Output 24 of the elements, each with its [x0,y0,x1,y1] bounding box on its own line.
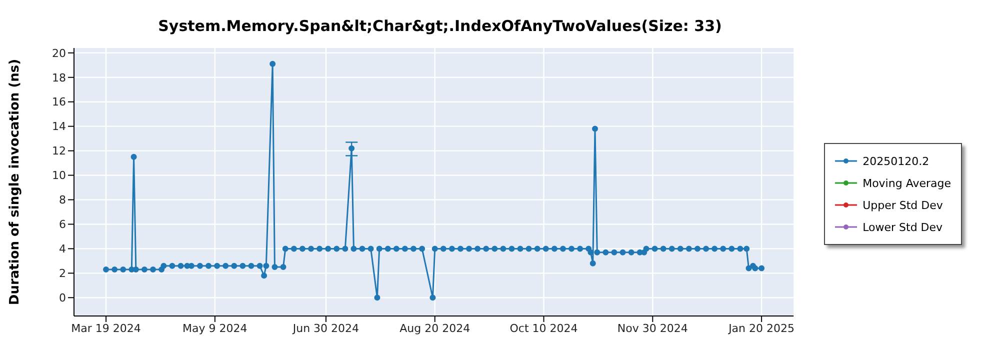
y-tick-label: 0 [59,292,66,305]
x-tick-label: Jun 30 2024 [292,322,360,335]
y-axis-title: Duration of single invocation (ns) [8,58,23,306]
y-tick-label: 18 [52,71,66,84]
y-tick-label: 20 [52,46,66,60]
legend-label: 20250120.2 [862,154,930,168]
chart-title: System.Memory.Span&lt;Char&gt;.IndexOfAnyTwoValues(Size: 33) [157,16,723,37]
y-tick-label: 12 [52,144,66,158]
x-tick-label: Jan 20 2025 [728,322,795,335]
legend-label: Lower Std Dev [862,220,943,234]
x-tick-label: Oct 10 2024 [510,322,578,335]
y-tick-label: 4 [59,242,66,256]
y-tick-label: 2 [59,267,66,280]
x-tick-label: Aug 20 2024 [400,322,470,335]
y-tick-label: 6 [59,218,66,232]
y-tick-label: 8 [59,194,66,207]
y-tick-label: 14 [52,120,66,134]
legend-label: Upper Std Dev [862,198,943,212]
x-tick-label: Mar 19 2024 [71,322,141,335]
x-tick-label: Nov 30 2024 [617,322,688,335]
legend-label: Moving Average [862,176,951,190]
x-tick-label: May 9 2024 [182,322,248,335]
y-tick-label: 10 [52,169,66,182]
y-tick-label: 16 [52,96,66,109]
